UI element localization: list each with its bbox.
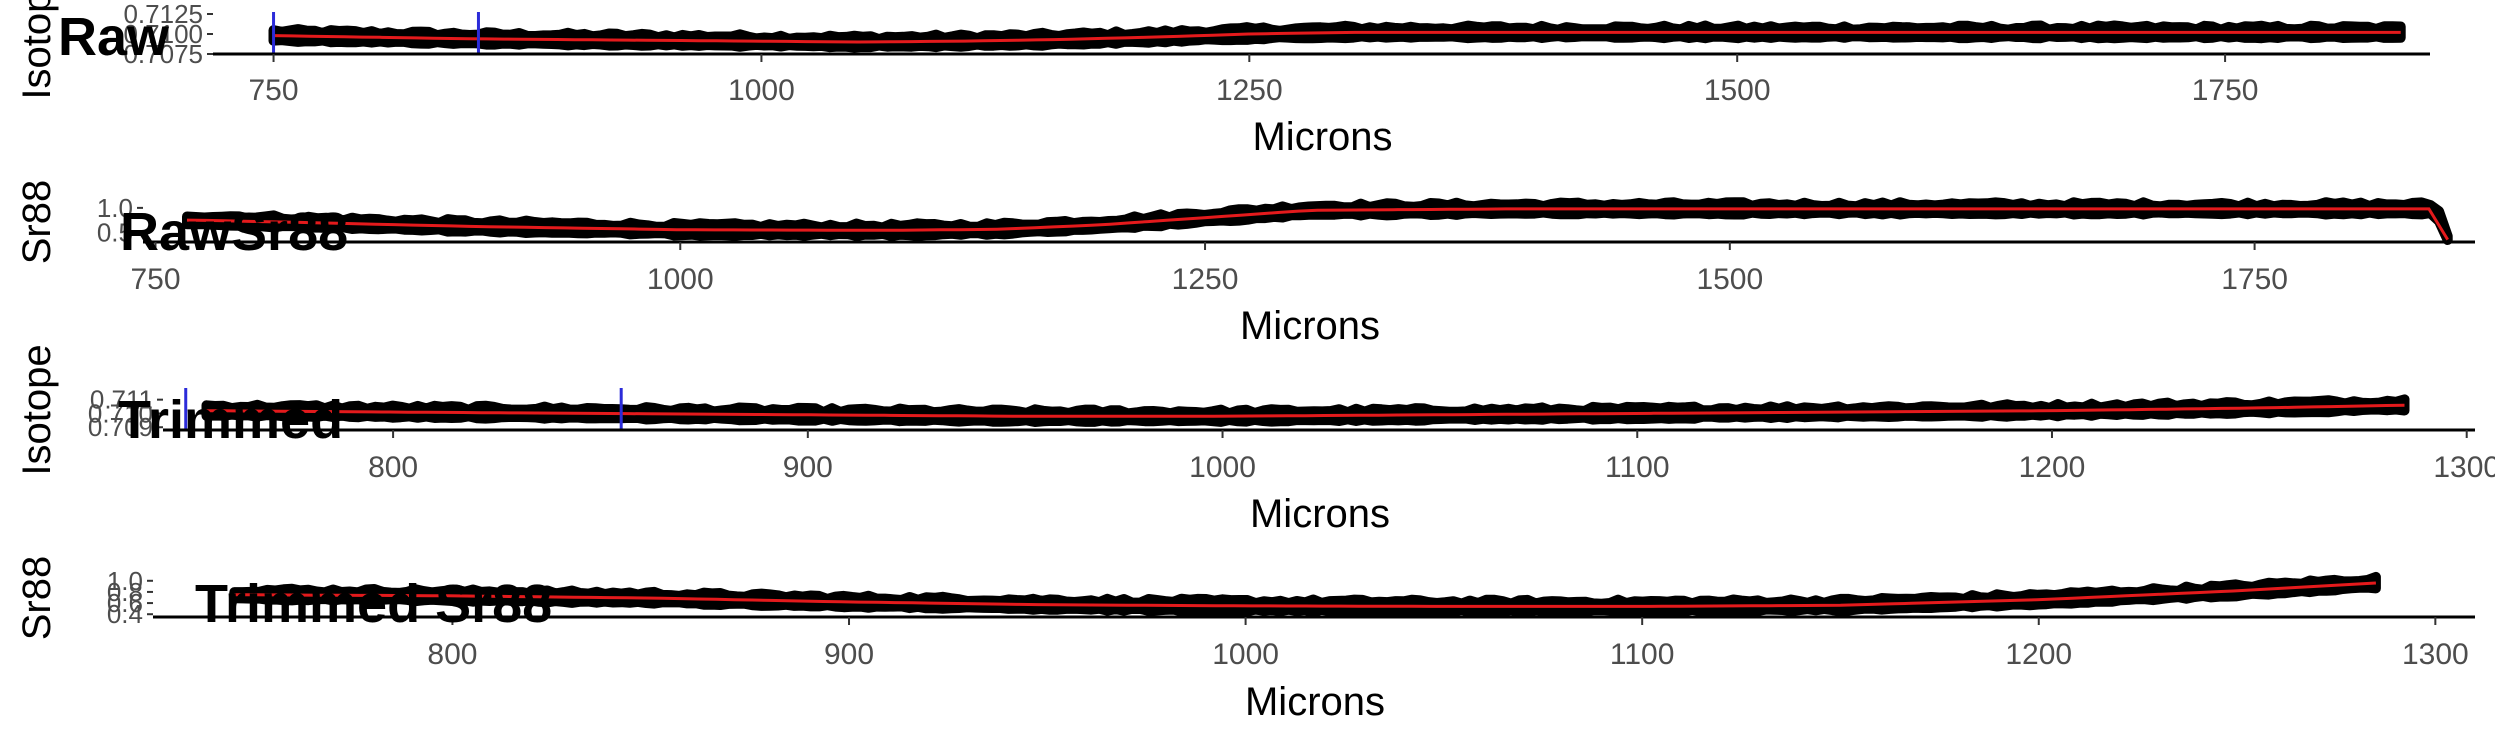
x-tick-label: 900 [824,638,874,671]
x-tick-label: 1000 [1212,638,1279,671]
x-tick-label: 1750 [2221,263,2288,296]
y-axis-title: Sr88 [15,180,59,265]
x-tick-label: 1000 [728,74,795,107]
y-axis-title: Isotope [15,0,59,100]
x-tick-label: 1100 [1605,451,1670,484]
x-tick-label: 1750 [2192,74,2259,107]
panel-title: Trimmed Sr88 [195,574,552,634]
x-axis-title: Microns [1240,304,1380,348]
panel-title: Raw [58,7,170,67]
y-tick-label: 0.7100 [123,19,203,49]
x-axis-title: Microns [1252,115,1392,159]
x-tick-label: 900 [783,451,833,484]
x-tick-label: 1200 [2019,451,2086,484]
x-tick-label: 800 [368,451,418,484]
x-tick-label: 1000 [1189,451,1256,484]
y-tick-label: 0.6 [107,588,143,618]
y-tick-label: 0.709 [88,412,153,442]
fit-line [186,207,2449,241]
x-tick-label: 1500 [1696,263,1763,296]
y-tick-label: 0.7125 [123,0,203,29]
x-tick-label: 1250 [1216,74,1283,107]
y-tick-label: 0.711 [90,385,153,415]
x-tick-label: 750 [130,263,180,296]
x-tick-label: 1100 [1610,638,1675,671]
panel-2: 750 1000 1250 1500 1750 0.51.0 Microns Sr88 RawS… [15,180,2475,348]
x-tick-label: 1000 [647,263,714,296]
y-tick-label: 1.0 [107,566,143,596]
fit-line [234,581,2376,608]
panel-title: RawSr88 [120,202,348,262]
y-axis-title: Isotope [15,344,59,475]
y-tick-label: 0.5 [97,217,133,247]
y-axis-title: Sr88 [15,556,59,641]
x-tick-label: 1500 [1704,74,1771,107]
panel-title: Trimmed [118,390,343,450]
x-tick-label: 800 [427,638,477,671]
data-points [229,571,2381,618]
fit-line [206,403,2405,418]
y-tick-label: 0.4 [107,599,143,629]
x-axis-title: Microns [1250,492,1390,536]
y-tick-label: 0.710 [88,398,153,428]
x-tick-label: 1300 [2433,451,2495,484]
x-tick-label: 1200 [2005,638,2072,671]
y-tick-label: 0.8 [107,577,143,607]
y-tick-label: 0.7075 [123,39,203,69]
y-tick-label: 1.0 [97,193,133,223]
x-tick-label: 1300 [2402,638,2469,671]
data-points [268,20,2406,53]
x-tick-label: 1250 [1172,263,1239,296]
fit-line [273,30,2401,44]
x-tick-label: 750 [249,74,299,107]
x-axis-title: Microns [1245,680,1385,724]
panel-4: 800 900 1000 1100 1200 1300 0.40.60.81.0 Micron… [15,556,2475,724]
data-points [201,394,2410,427]
